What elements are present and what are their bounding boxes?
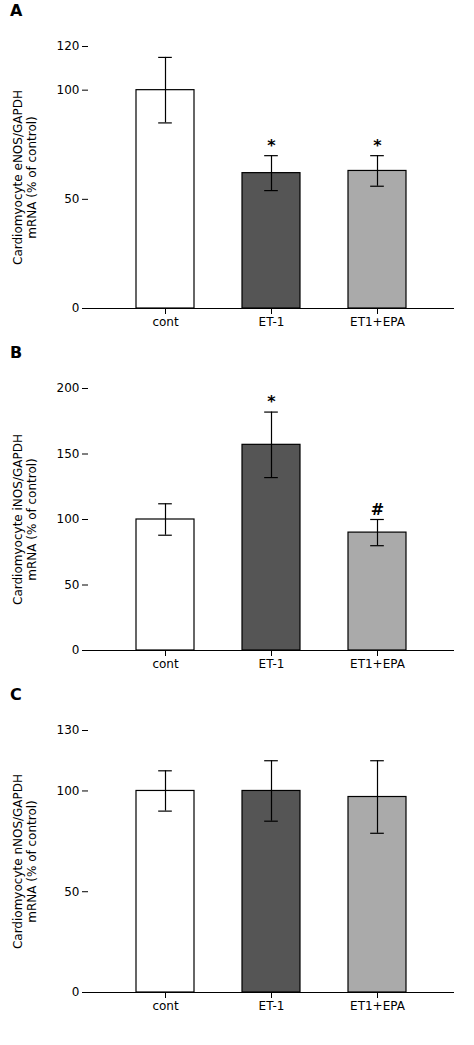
svg-text:#: # [371, 500, 384, 519]
html-text:A: A [10, 1, 23, 20]
html-text:B: B [10, 343, 23, 362]
svg-text:50: 50 [64, 885, 79, 899]
svg-text:ET1+EPA: ET1+EPA [350, 999, 406, 1013]
svg-text:cont: cont [152, 999, 179, 1013]
svg-text:100: 100 [57, 512, 80, 526]
svg-text:50: 50 [64, 578, 79, 592]
svg-text:200: 200 [57, 381, 80, 395]
svg-text:ET1+EPA: ET1+EPA [350, 315, 406, 329]
svg-text:Cardiomyocyte nNOS/GAPDHmRNA (: Cardiomyocyte nNOS/GAPDHmRNA (% of contr… [11, 774, 39, 949]
svg-text:0: 0 [72, 985, 80, 999]
svg-text:100: 100 [57, 784, 80, 798]
svg-text:100: 100 [57, 83, 80, 97]
svg-text:*: * [267, 392, 276, 411]
svg-text:ET-1: ET-1 [259, 657, 285, 671]
svg-text:cont: cont [152, 315, 179, 329]
svg-text:150: 150 [57, 447, 80, 461]
svg-text:120: 120 [57, 39, 80, 53]
svg-text:Cardiomyocyte iNOS/GAPDHmRNA (: Cardiomyocyte iNOS/GAPDHmRNA (% of contr… [11, 434, 39, 605]
html-text:C: C [10, 685, 22, 704]
svg-text:*: * [373, 136, 382, 155]
svg-text:50: 50 [64, 192, 79, 206]
svg-text:Cardiomyocyte eNOS/GAPDHmRNA (: Cardiomyocyte eNOS/GAPDHmRNA (% of contr… [11, 90, 39, 265]
svg-text:0: 0 [72, 643, 80, 657]
svg-text:0: 0 [72, 301, 80, 315]
svg-text:ET1+EPA: ET1+EPA [350, 657, 406, 671]
svg-text:*: * [267, 136, 276, 155]
svg-text:130: 130 [57, 723, 80, 737]
svg-text:ET-1: ET-1 [259, 315, 285, 329]
svg-text:ET-1: ET-1 [259, 999, 285, 1013]
svg-text:cont: cont [152, 657, 179, 671]
